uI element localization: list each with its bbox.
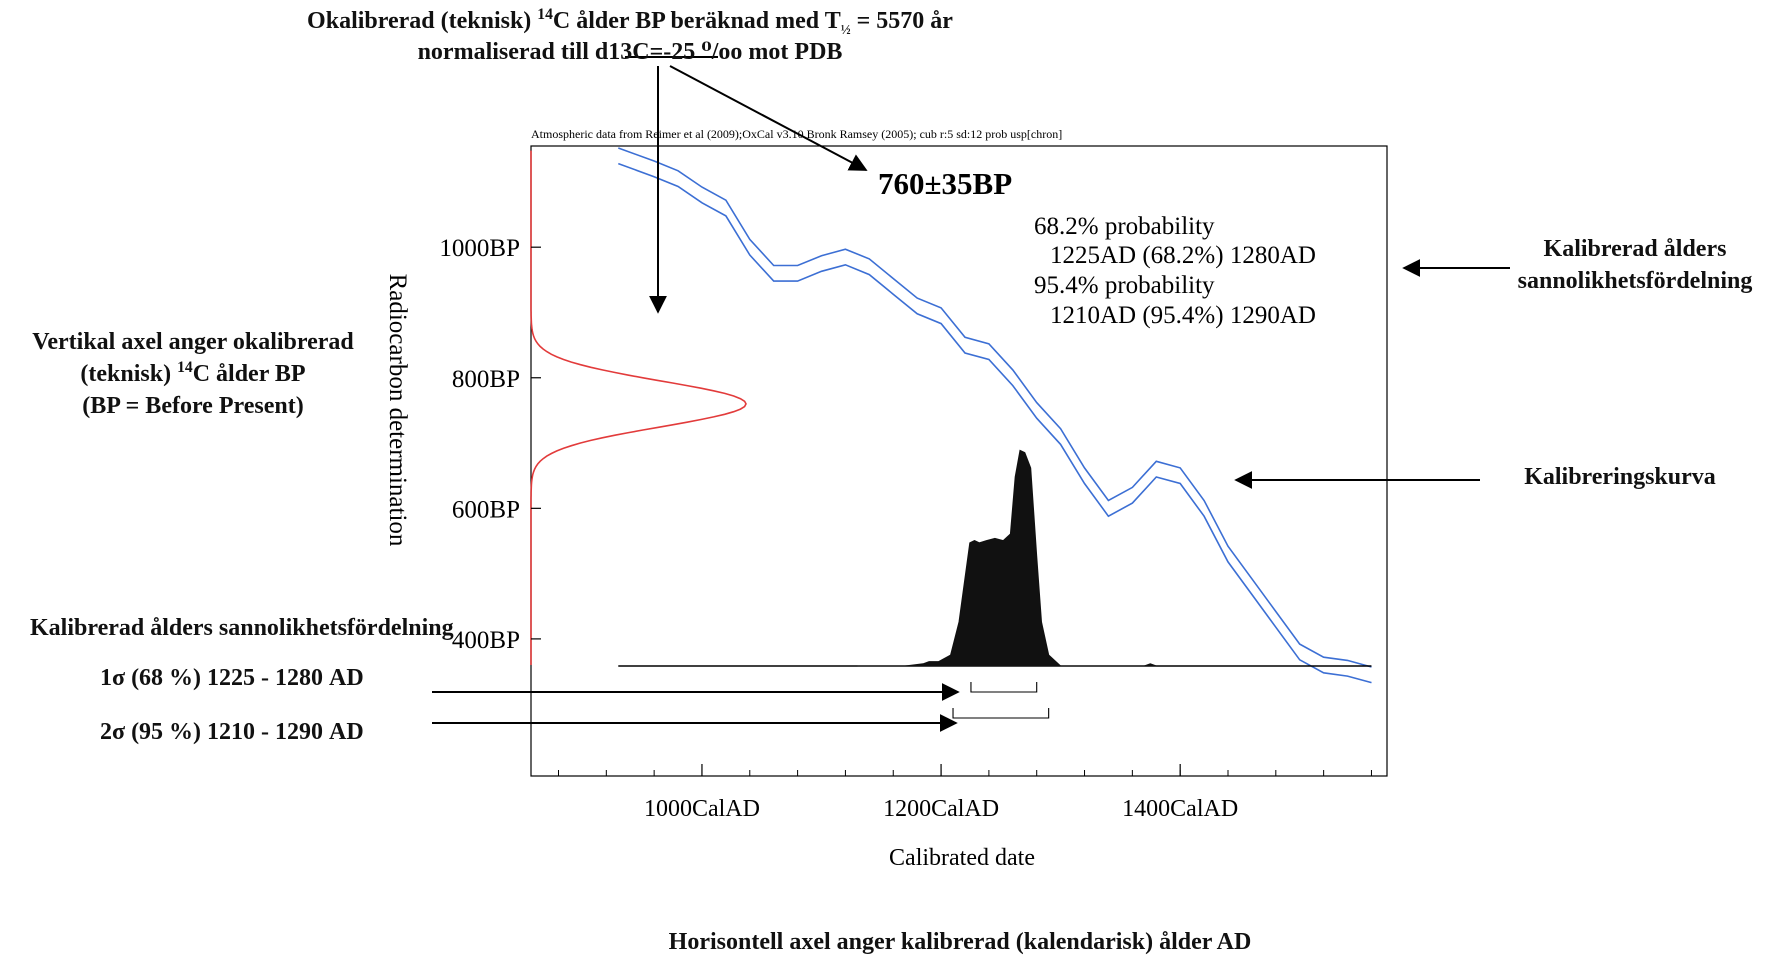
bottom-note: Horisontell axel anger kalibrerad (kalen… — [668, 929, 1252, 955]
two-sigma-label: 2σ (95 %) 1210 - 1290 AD — [100, 719, 364, 745]
probability-line-3: 95.4% probability — [1034, 272, 1215, 299]
range-bracket-1sigma — [970, 682, 1038, 693]
x-tick-label: 1200CalAD — [883, 796, 999, 822]
right-curve-note: Kalibreringskurva — [1524, 464, 1716, 490]
arrow-to-measurement — [669, 65, 868, 171]
y-tick-label: 600BP — [452, 496, 520, 523]
top-title-line-1: Okalibrerad (teknisk) 14C ålder BP beräk… — [307, 6, 953, 37]
y-tick-label: 1000BP — [439, 235, 520, 262]
x-tick-label: 1000CalAD — [644, 796, 760, 822]
top-title: Okalibrerad (teknisk) 14C ålder BP beräk… — [240, 6, 1020, 68]
one-sigma-label: 1σ (68 %) 1225 - 1280 AD — [100, 665, 364, 691]
measurement-label: 760±35BP — [878, 166, 1012, 201]
probability-line-1: 68.2% probability — [1034, 213, 1215, 240]
plot-frame — [530, 145, 1388, 777]
x-tick-label: 1400CalAD — [1122, 796, 1238, 822]
left-axis-note: Vertikal axel anger okalibrerad (teknisk… — [32, 329, 354, 419]
sigma-heading: Kalibrerad ålders sannolikhetsfördelning — [30, 615, 454, 641]
annotation-arrows — [432, 56, 1510, 732]
y-axis-label: Radiocarbon determination — [384, 274, 411, 547]
top-title-line-2: normaliserad till d13C=-25 ⁰/oo mot PDB — [417, 39, 843, 65]
calibration-curve-upper — [618, 147, 1372, 668]
probability-line-4: 1210AD (95.4%) 1290AD — [1050, 302, 1316, 329]
range-bracket-2sigma — [952, 708, 1050, 719]
calibrated-distribution — [857, 449, 1157, 667]
measurement-distribution — [530, 150, 747, 665]
y-tick-label: 800BP — [452, 366, 520, 393]
probability-line-2: 1225AD (68.2%) 1280AD — [1050, 242, 1316, 269]
right-distribution-note: Kalibrerad ålders sannolikhetsfördelning — [1517, 236, 1753, 294]
x-axis-label: Calibrated date — [889, 845, 1035, 871]
calibration-curve-lower — [618, 162, 1372, 684]
y-tick-label: 400BP — [452, 627, 520, 654]
